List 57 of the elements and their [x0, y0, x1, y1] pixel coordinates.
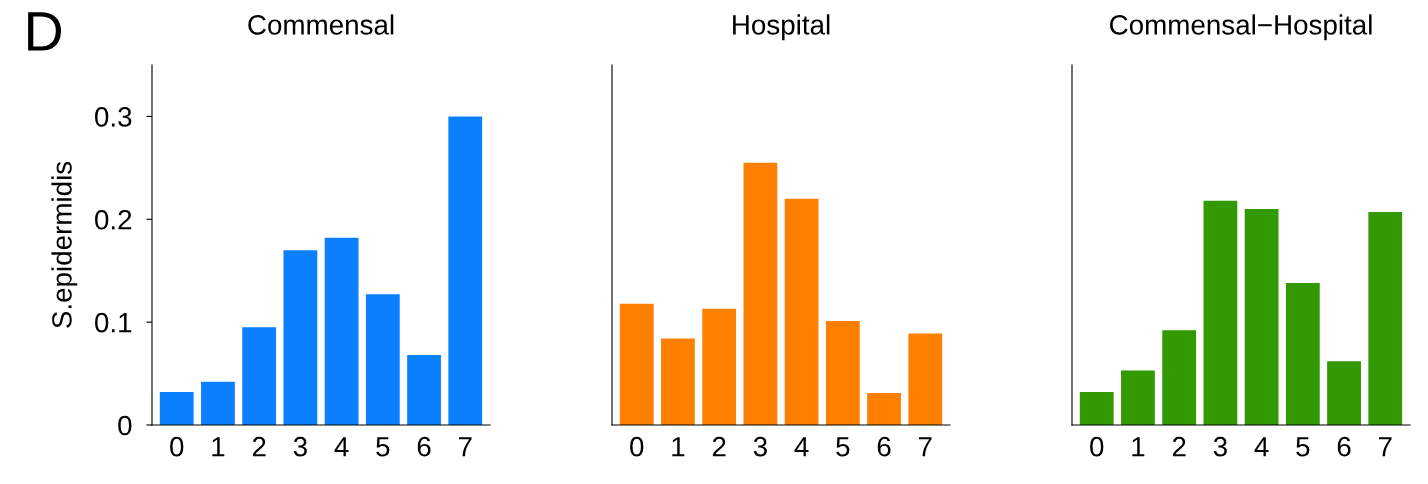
x-tick-label: 5 [376, 437, 390, 457]
bar [1121, 370, 1155, 425]
bar [784, 198, 819, 425]
x-tick-label: 0 [630, 436, 644, 457]
bar [365, 294, 400, 425]
x-tick-label: 6 [877, 436, 891, 457]
bar [908, 333, 943, 425]
bar [324, 237, 359, 425]
bar [825, 321, 860, 425]
bar [242, 327, 277, 425]
y-axis-title: S.epidermidis [51, 161, 78, 328]
bar [1162, 330, 1197, 425]
bar [867, 393, 901, 425]
y-tick-label: 0.1 [95, 312, 132, 333]
bar [448, 116, 483, 425]
x-tick-label: 6 [1337, 436, 1351, 457]
x-tick-label: 4 [1254, 437, 1269, 457]
bar [702, 308, 737, 425]
bar [1244, 209, 1279, 425]
text: D [28, 12, 62, 51]
x-tick-label: 2 [1172, 436, 1186, 457]
chart-title: Commensal−Hospital [1110, 14, 1372, 41]
bar [743, 162, 778, 425]
bar [619, 303, 654, 425]
x-tick-label: 6 [417, 436, 431, 457]
x-tick-label: 2 [712, 436, 726, 457]
bar [1203, 200, 1238, 425]
bar [159, 392, 194, 425]
y-tick-label: 0 [118, 415, 132, 436]
chart-title: Hospital [733, 14, 830, 41]
x-tick-label: 7 [458, 437, 472, 457]
chart-title: Commensal [248, 14, 394, 35]
y-tick-label: 0.3 [95, 107, 132, 127]
x-tick-label: 1 [1132, 437, 1145, 457]
bar [407, 355, 441, 425]
bar [1285, 283, 1320, 425]
x-tick-label: 1 [672, 437, 685, 457]
x-tick-label: 0 [170, 436, 184, 457]
x-tick-label: 0 [1090, 436, 1104, 457]
x-tick-label: 3 [293, 436, 307, 457]
y-tick-label: 0.2 [95, 209, 132, 230]
x-tick-label: 5 [1296, 437, 1310, 457]
bar [661, 338, 695, 425]
x-tick-label: 5 [836, 437, 850, 457]
x-tick-label: 7 [918, 437, 932, 457]
bar [1368, 212, 1403, 425]
bar [1079, 392, 1114, 425]
x-tick-label: 4 [334, 437, 349, 457]
x-tick-label: 3 [1213, 436, 1227, 457]
bar [283, 250, 318, 425]
x-tick-label: 3 [753, 436, 767, 457]
bar [1327, 361, 1361, 425]
x-tick-label: 2 [252, 436, 266, 457]
bar [201, 381, 235, 425]
x-tick-label: 7 [1378, 437, 1392, 457]
x-tick-label: 4 [794, 437, 809, 457]
x-tick-label: 1 [212, 437, 225, 457]
